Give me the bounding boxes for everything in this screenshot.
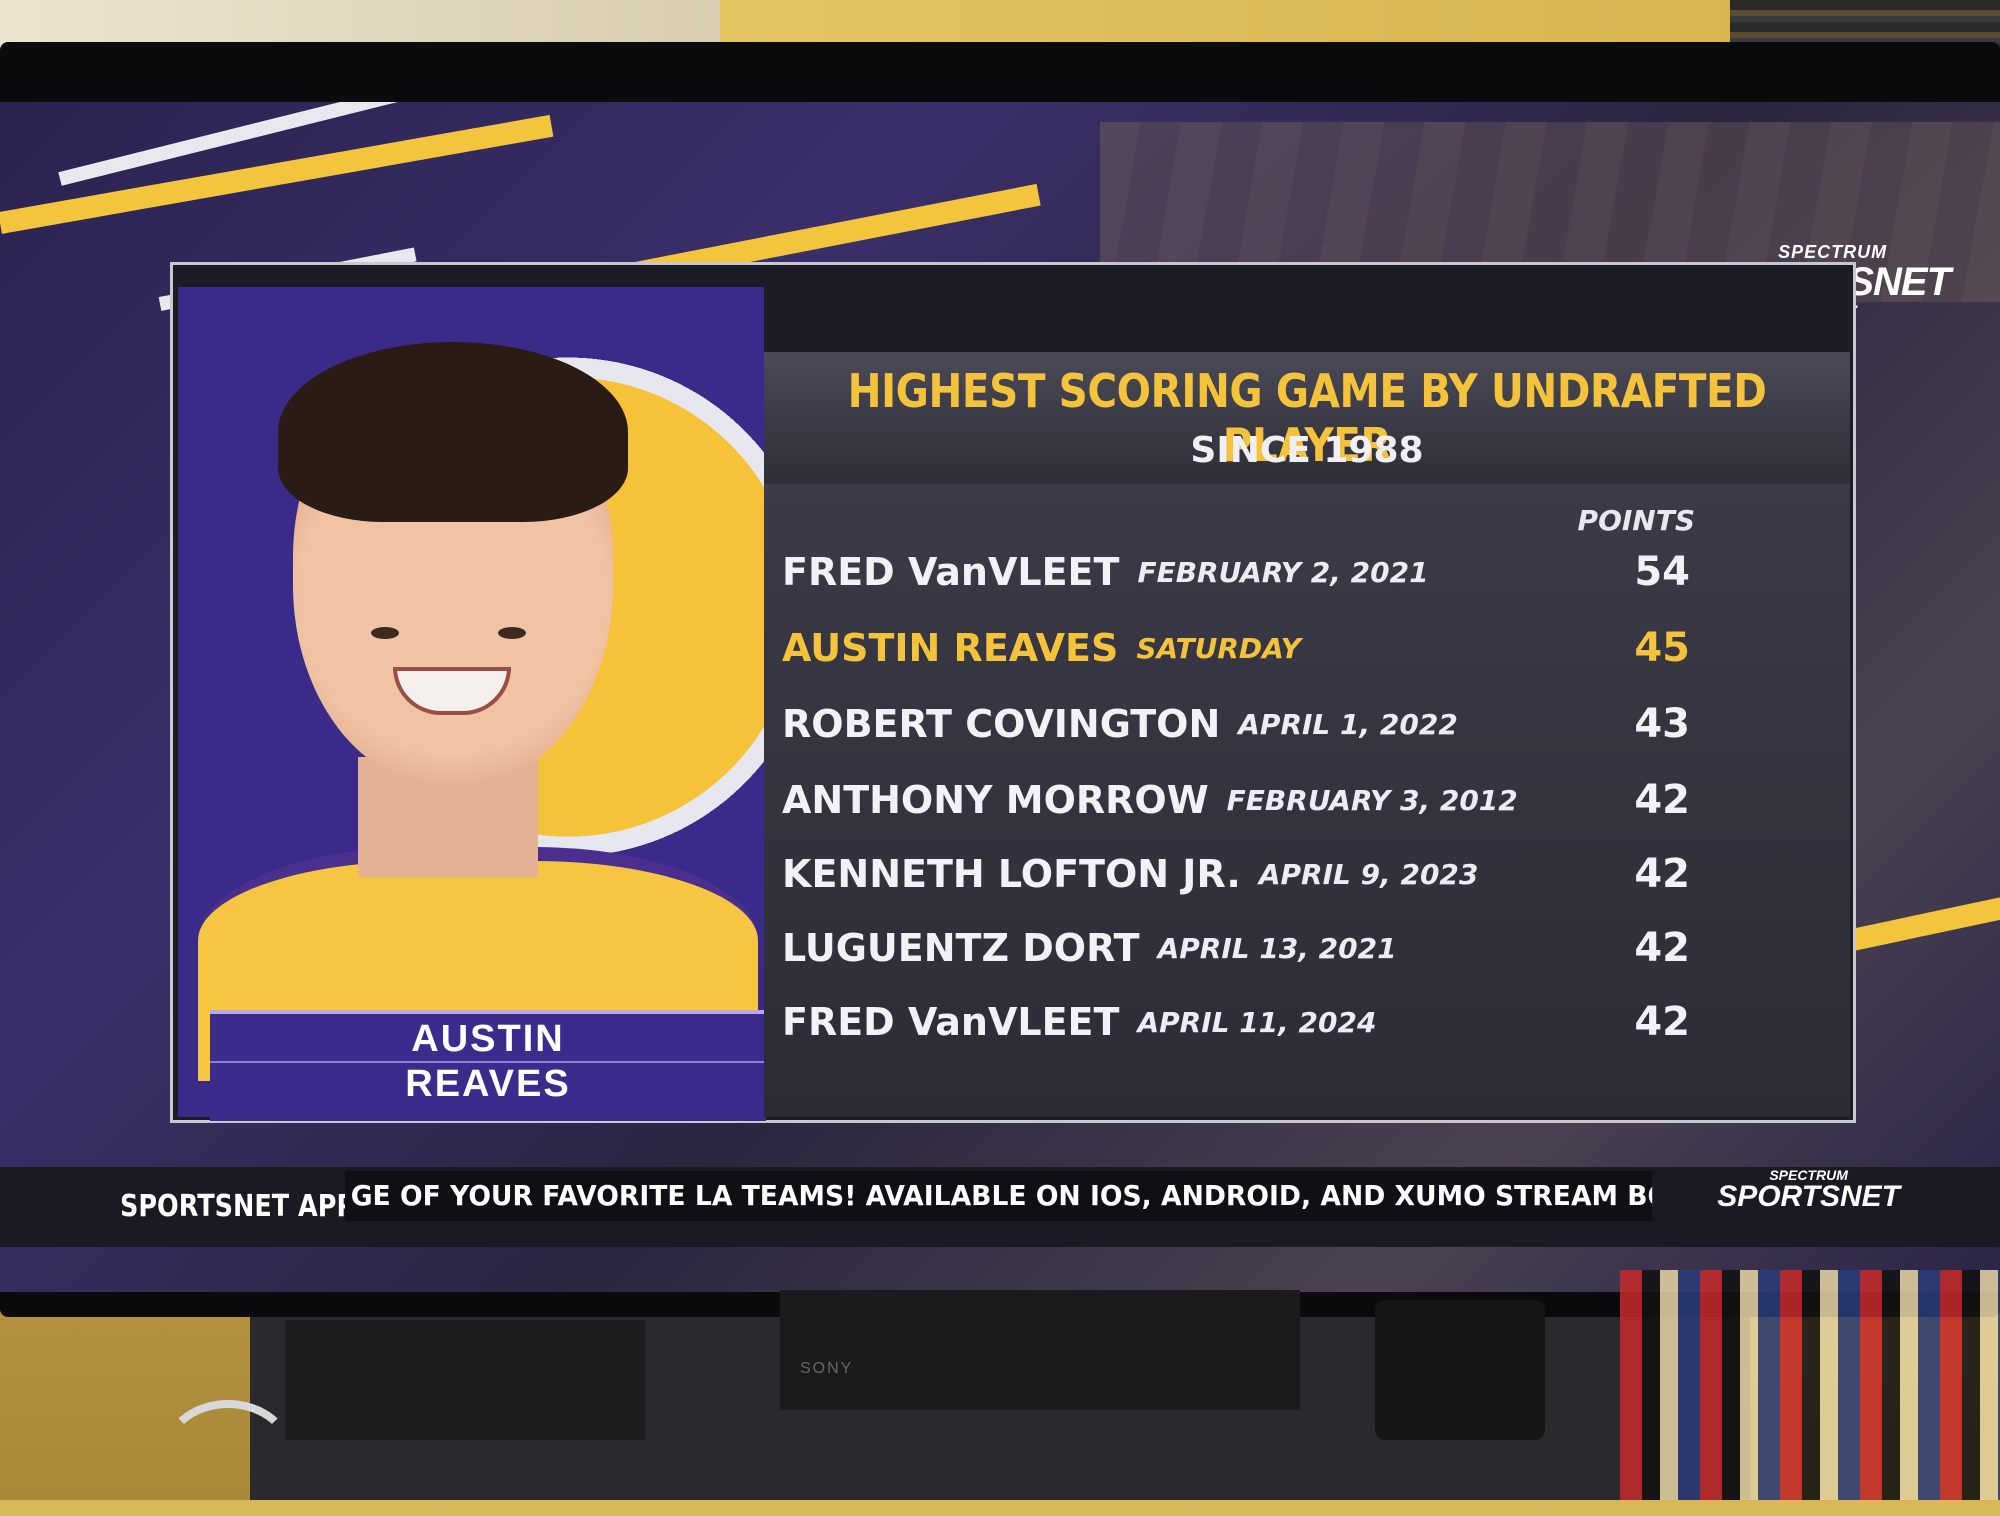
player-hair <box>278 342 628 522</box>
network-logo-line1: SPECTRUM <box>1778 242 1888 262</box>
row-points: 45 <box>1634 625 1690 671</box>
television: SPECTRUM SPORTSNET LIVE LA AUSTIN REAVES… <box>0 42 2000 1319</box>
player-eye <box>371 627 399 639</box>
row-player-name: FRED VanVLEET <box>782 550 1120 594</box>
row-player-name: FRED VanVLEET <box>782 1000 1120 1044</box>
ticker-label: SPORTSNET APP <box>120 1189 356 1224</box>
row-date: FEBRUARY 2, 2021 <box>1137 555 1429 589</box>
graphic-subtitle: SINCE 1988 <box>1190 430 1424 471</box>
table-row: FRED VanVLEET FEBRUARY 2, 2021 54 <box>782 542 1850 602</box>
dvd-shelf <box>1620 1270 2000 1500</box>
table-row: ROBERT COVINGTON APRIL 1, 2022 43 <box>782 694 1850 754</box>
row-points: 43 <box>1634 701 1690 747</box>
device-brand-label: SONY <box>800 1360 854 1377</box>
scoring-table: POINTS FRED VanVLEET FEBRUARY 2, 2021 54… <box>764 484 1850 1117</box>
row-player-name: AUSTIN REAVES <box>782 626 1119 670</box>
row-date: APRIL 13, 2021 <box>1157 931 1397 965</box>
player-nameplate: AUSTIN REAVES <box>210 1010 766 1121</box>
row-date: APRIL 1, 2022 <box>1238 707 1458 741</box>
row-points: 54 <box>1634 549 1690 595</box>
table-row: FRED VanVLEET APRIL 11, 2024 42 <box>782 992 1850 1052</box>
table-row: KENNETH LOFTON JR. APRIL 9, 2023 42 <box>782 844 1850 904</box>
ticker-logo-line2: SPORTSNET <box>1717 1180 1900 1213</box>
row-points: 42 <box>1634 925 1690 971</box>
row-player-name: ANTHONY MORROW <box>782 778 1209 822</box>
row-date: APRIL 11, 2024 <box>1137 1005 1377 1039</box>
ticker-message: GE OF YOUR FAVORITE LA TEAMS! AVAILABLE … <box>345 1171 1653 1221</box>
cable <box>160 1400 296 1516</box>
row-points: 42 <box>1634 999 1690 1045</box>
news-ticker: SPORTSNET APP GE OF YOUR FAVORITE LA TEA… <box>0 1167 2000 1247</box>
graphic-title: HIGHEST SCORING GAME BY UNDRAFTED PLAYER <box>847 364 1767 472</box>
row-date: APRIL 9, 2023 <box>1258 857 1479 891</box>
points-column-header: POINTS <box>1577 504 1695 537</box>
row-player-name: KENNETH LOFTON JR. <box>782 852 1241 896</box>
table-row: LUGUENTZ DORT APRIL 13, 2021 42 <box>782 918 1850 978</box>
player-last-name: REAVES <box>210 1061 766 1106</box>
graphic-header: HIGHEST SCORING GAME BY UNDRAFTED PLAYER… <box>764 352 1850 487</box>
row-points: 42 <box>1634 777 1690 823</box>
row-player-name: LUGUENTZ DORT <box>782 926 1140 970</box>
row-date: FEBRUARY 3, 2012 <box>1226 783 1518 817</box>
player-first-name: AUSTIN <box>411 1018 565 1060</box>
ticker-logo-line1: SPECTRUM <box>1769 1167 1848 1183</box>
row-player-name: ROBERT COVINGTON <box>782 702 1221 746</box>
table-row-highlighted: AUSTIN REAVES SATURDAY 45 <box>782 618 1850 678</box>
row-points: 42 <box>1634 851 1690 897</box>
wall-window <box>0 0 720 50</box>
ticker-network-logo: SPECTRUM SPORTSNET <box>1717 1167 1900 1213</box>
sony-device: SONY <box>780 1290 1300 1410</box>
hdmi-switcher <box>285 1320 645 1440</box>
streaming-box <box>1375 1300 1545 1440</box>
player-eye <box>498 627 526 639</box>
table-row: ANTHONY MORROW FEBRUARY 3, 2012 42 <box>782 770 1850 830</box>
row-date: SATURDAY <box>1136 631 1301 665</box>
player-photo: LA <box>178 287 764 1117</box>
